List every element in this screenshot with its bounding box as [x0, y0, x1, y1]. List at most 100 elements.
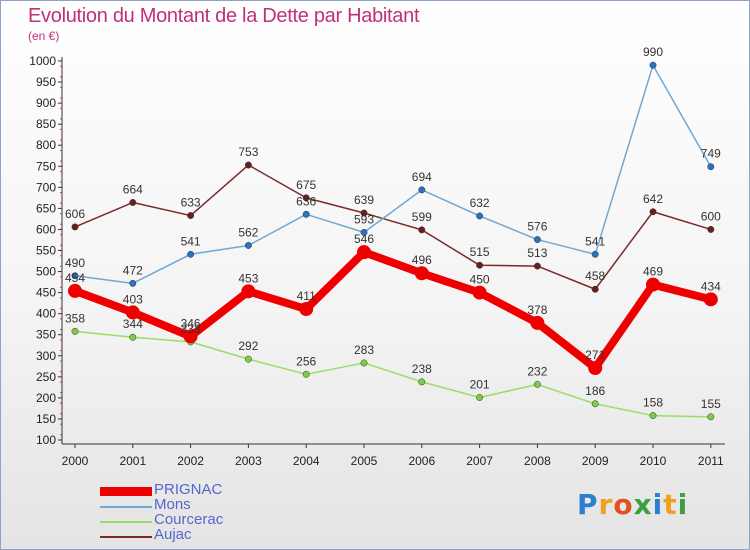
series-line-aujac: [74, 164, 712, 290]
y-tick-label: 250: [36, 370, 56, 384]
proxiti-logo: Proxiti: [577, 488, 688, 521]
data-label-mons: 749: [701, 147, 721, 161]
data-label-courcerac: 238: [412, 362, 432, 376]
y-tick-label: 700: [36, 180, 56, 194]
data-label-courcerac: 344: [123, 317, 143, 331]
data-point-mons: [533, 236, 541, 244]
data-label-aujac: 753: [238, 145, 258, 159]
data-point-mons: [707, 163, 715, 171]
series-line-mons: [74, 64, 712, 285]
data-point-mons: [418, 186, 426, 194]
data-point-courcerac: [533, 380, 541, 388]
data-label-courcerac: 256: [296, 354, 316, 368]
data-point-courcerac: [129, 333, 137, 341]
data-point-aujac: [476, 261, 484, 269]
data-label-aujac: 513: [527, 246, 547, 260]
data-point-courcerac: [707, 413, 715, 421]
data-point-aujac: [591, 285, 599, 293]
data-label-aujac: 633: [181, 196, 201, 210]
y-tick-label: 300: [36, 349, 56, 363]
data-point-mons: [129, 279, 137, 287]
data-point-prignac: [241, 284, 256, 299]
data-point-aujac: [649, 208, 657, 216]
data-label-mons: 632: [470, 196, 490, 210]
x-tick-label: 2006: [408, 454, 435, 468]
logo-letter: r: [598, 488, 614, 521]
data-label-prignac: 411: [297, 289, 316, 303]
data-label-courcerac: 292: [238, 339, 258, 353]
legend-swatch: [100, 506, 152, 508]
data-label-prignac: 271: [585, 348, 605, 362]
series-line-prignac: [71, 248, 715, 372]
y-tick-label: 950: [36, 75, 56, 89]
data-point-prignac: [357, 245, 371, 260]
data-point-courcerac: [302, 370, 310, 378]
data-label-prignac: 546: [354, 232, 374, 246]
x-tick-label: 2010: [640, 454, 667, 468]
data-point-aujac: [418, 226, 426, 234]
data-point-mons: [591, 250, 599, 258]
y-tick-label: 550: [36, 244, 56, 258]
chart-title: Evolution du Montant de la Dette par Hab…: [28, 5, 420, 27]
data-point-aujac: [129, 199, 137, 206]
data-point-mons: [244, 241, 252, 249]
y-tick-label: 400: [36, 307, 56, 321]
data-point-courcerac: [244, 355, 252, 363]
x-tick-label: 2009: [582, 454, 609, 468]
logo-letter: P: [577, 488, 599, 521]
data-label-courcerac: 358: [65, 311, 85, 325]
data-label-prignac: 434: [701, 279, 721, 293]
data-point-prignac: [414, 266, 429, 281]
legend-label: Aujac: [154, 526, 192, 543]
x-tick-label: 2000: [62, 454, 89, 468]
logo-letter: x: [633, 488, 653, 521]
y-tick-label: 1000: [29, 54, 56, 68]
data-point-aujac: [71, 223, 79, 231]
data-label-prignac: 403: [123, 292, 143, 306]
data-point-mons: [649, 61, 657, 69]
data-point-prignac: [646, 277, 660, 292]
series-line-courcerac: [74, 330, 712, 418]
logo-letter: t: [663, 488, 678, 521]
y-tick-label: 650: [36, 201, 56, 215]
data-label-prignac: 469: [643, 265, 663, 279]
data-label-aujac: 639: [354, 193, 374, 207]
data-point-prignac: [703, 292, 718, 307]
data-point-prignac: [588, 360, 603, 375]
x-tick-label: 2003: [235, 454, 262, 468]
data-label-courcerac: 155: [701, 397, 721, 411]
y-tick-label: 350: [36, 328, 56, 342]
x-tick-label: 2011: [698, 454, 724, 468]
legend-swatch: [100, 521, 152, 523]
logo-letter: i: [652, 488, 664, 521]
data-label-mons: 694: [412, 170, 432, 184]
data-label-prignac: 450: [470, 273, 490, 287]
legend-swatch: [100, 536, 152, 538]
data-label-prignac: 496: [412, 253, 432, 267]
data-label-mons: 472: [123, 263, 143, 277]
data-label-courcerac: 158: [643, 396, 663, 410]
data-point-mons: [71, 272, 79, 280]
data-point-prignac: [125, 305, 140, 320]
y-tick-label: 150: [36, 412, 56, 426]
y-tick-label: 800: [36, 138, 56, 152]
data-point-courcerac: [71, 327, 79, 335]
data-point-aujac: [187, 212, 195, 219]
data-point-courcerac: [418, 378, 426, 386]
data-point-mons: [360, 228, 368, 236]
data-label-mons: 990: [643, 45, 663, 59]
chart-subtitle: (en €): [28, 29, 60, 43]
y-tick-label: 500: [36, 265, 56, 279]
y-tick-label: 200: [36, 391, 56, 405]
data-label-courcerac: 201: [470, 377, 490, 391]
x-tick-label: 2008: [524, 454, 551, 468]
logo-letter: o: [613, 488, 634, 521]
data-label-prignac: 378: [527, 303, 547, 317]
y-tick-label: 750: [36, 159, 56, 173]
y-tick-label: 600: [36, 222, 56, 236]
data-point-prignac: [472, 285, 487, 300]
data-label-aujac: 642: [643, 192, 663, 206]
data-point-courcerac: [360, 359, 368, 367]
